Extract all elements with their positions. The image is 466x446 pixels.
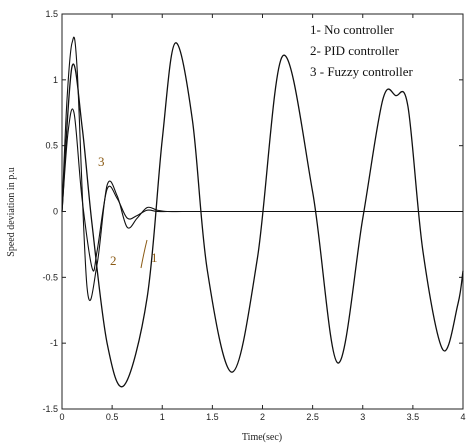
axis-ticks: 0 0.5 1 1.5 2 2.5 3 3.5 4 1.5 1 0.5 0 -0.5 -1 -1.5 bbox=[42, 9, 465, 422]
x-tick-label-0: 0 bbox=[59, 412, 64, 422]
x-axis-label: Time(sec) bbox=[242, 432, 282, 443]
curve-label-leader bbox=[140, 239, 148, 269]
x-tick-label-6: 3 bbox=[360, 412, 365, 422]
y-tick-label-6: -1.5 bbox=[42, 404, 58, 414]
y-tick-label-3: 0 bbox=[53, 207, 58, 217]
curve-label-no-controller: 1 bbox=[151, 250, 158, 265]
x-tick-label-3: 1.5 bbox=[206, 412, 219, 422]
y-tick-label-0: 1.5 bbox=[45, 9, 58, 19]
curve-annotations: 3 2 1 bbox=[98, 154, 158, 269]
legend-entry-pid-controller: 2- PID controller bbox=[310, 43, 399, 58]
x-tick-label-5: 2.5 bbox=[306, 412, 319, 422]
series-lines bbox=[61, 36, 464, 388]
curve-label-pid: 2 bbox=[110, 253, 117, 268]
curve-label-fuzzy: 3 bbox=[98, 154, 105, 169]
legend-entry-fuzzy-controller: 3 - Fuzzy controller bbox=[310, 64, 414, 79]
legend-entry-no-controller: 1- No controller bbox=[310, 22, 394, 37]
series-fuzzy-controller-line bbox=[61, 108, 463, 272]
y-tick-label-5: -1 bbox=[50, 338, 58, 348]
y-axis-label: Speed deviation in p.u bbox=[6, 167, 17, 256]
x-tick-label-2: 1 bbox=[160, 412, 165, 422]
x-tick-label-4: 2 bbox=[260, 412, 265, 422]
y-tick-label-4: -0.5 bbox=[42, 272, 58, 282]
y-tick-label-1: 1 bbox=[53, 75, 58, 85]
x-tick-label-1: 0.5 bbox=[106, 412, 119, 422]
legend: 1- No controller 2- PID controller 3 - F… bbox=[310, 22, 414, 79]
series-no-controller-line bbox=[61, 42, 464, 388]
x-tick-label-8: 4 bbox=[460, 412, 465, 422]
y-tick-label-2: 0.5 bbox=[45, 141, 58, 151]
x-tick-label-7: 3.5 bbox=[407, 412, 420, 422]
